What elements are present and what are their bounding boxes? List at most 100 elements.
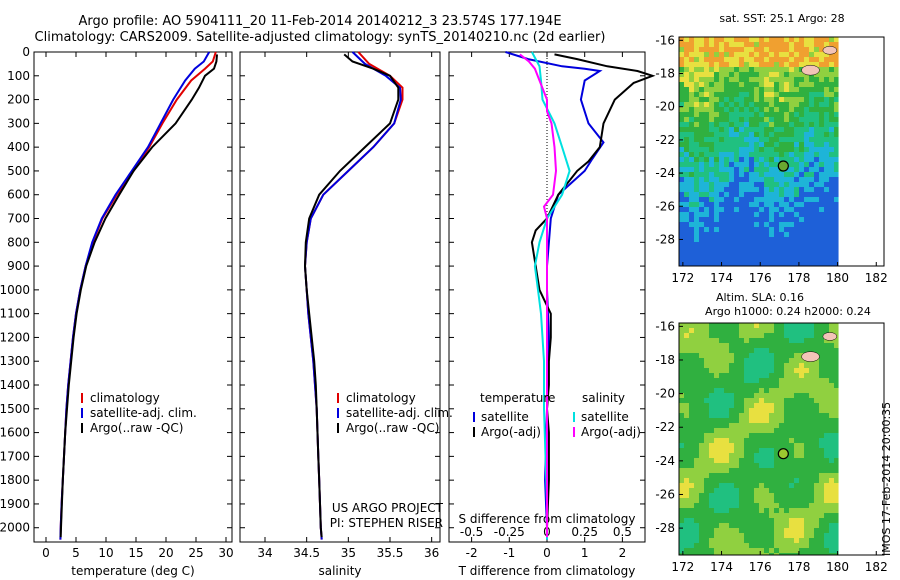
map-cell — [749, 227, 754, 232]
map-cell — [694, 403, 699, 408]
map-cell — [814, 92, 819, 97]
map-cell — [804, 388, 809, 393]
map-cell — [794, 333, 799, 338]
map-cell — [779, 388, 784, 393]
chart-title-line2: Climatology: CARS2009. Satellite-adjuste… — [34, 30, 606, 45]
map-cell — [749, 72, 754, 77]
map-cell — [829, 433, 834, 438]
map-cell — [809, 348, 814, 353]
map-cell — [744, 423, 749, 428]
map-cell — [779, 132, 784, 137]
map-cell — [774, 217, 779, 222]
map-cell — [734, 157, 739, 162]
map-cell — [754, 363, 759, 368]
map-cell — [709, 458, 714, 463]
map-cell — [689, 122, 694, 127]
map-cell — [834, 107, 839, 112]
map-cell — [759, 227, 764, 232]
map-cells-2 — [679, 323, 839, 555]
map-cell — [804, 458, 809, 463]
map-cell — [689, 493, 694, 498]
map-cell — [769, 177, 774, 182]
map-cell — [679, 222, 684, 227]
map-cell — [724, 102, 729, 107]
map-cell — [729, 187, 734, 192]
map-cell — [764, 428, 769, 433]
map-cell — [754, 358, 759, 363]
map-cell — [704, 363, 709, 368]
x-tick-label: 34.5 — [293, 546, 320, 560]
map-cell — [814, 222, 819, 227]
map-cell — [829, 152, 834, 157]
map-cell — [794, 217, 799, 222]
map-cell — [714, 62, 719, 67]
map-cell — [809, 237, 814, 242]
map-cell — [719, 62, 724, 67]
map-cell — [809, 518, 814, 523]
map-cell — [719, 543, 724, 548]
map-cell — [764, 323, 769, 328]
map-cell — [809, 548, 814, 553]
map-cell — [709, 252, 714, 257]
map-cell — [759, 503, 764, 508]
map-cell — [749, 548, 754, 553]
map-cell — [814, 523, 819, 528]
map-cell — [829, 373, 834, 378]
map-cell — [799, 498, 804, 503]
map-cell — [749, 473, 754, 478]
map-cell — [794, 393, 799, 398]
map-cell — [694, 237, 699, 242]
map-cell — [779, 538, 784, 543]
map-cell — [799, 508, 804, 513]
map-cell — [714, 77, 719, 82]
map-cell — [734, 142, 739, 147]
map-cell — [749, 498, 754, 503]
map-cell — [734, 162, 739, 167]
map-cell — [764, 62, 769, 67]
map-cell — [794, 468, 799, 473]
map-cell — [824, 443, 829, 448]
map-cell — [754, 242, 759, 247]
map-cell — [699, 338, 704, 343]
map-cell — [824, 323, 829, 328]
series-line-2 — [303, 53, 400, 538]
map-cell — [819, 247, 824, 252]
map-cell — [774, 242, 779, 247]
map-cell — [799, 478, 804, 483]
map-cell — [754, 117, 759, 122]
map-cell — [704, 508, 709, 513]
map-cell — [734, 388, 739, 393]
map-cell — [794, 227, 799, 232]
map-cell — [689, 353, 694, 358]
map-cell — [699, 42, 704, 47]
map-cell — [694, 182, 699, 187]
map-cell — [709, 478, 714, 483]
map-cell — [704, 187, 709, 192]
map-cell — [754, 398, 759, 403]
map-cell — [834, 328, 839, 333]
map-cell — [819, 137, 824, 142]
map-cell — [744, 458, 749, 463]
map-cell — [764, 473, 769, 478]
map-cell — [714, 518, 719, 523]
map-cell — [729, 323, 734, 328]
map-cell — [764, 368, 769, 373]
map-cell — [829, 508, 834, 513]
map-cell — [814, 393, 819, 398]
map-cell — [819, 182, 824, 187]
map-cell — [789, 378, 794, 383]
map-cell — [709, 463, 714, 468]
map-cell — [684, 528, 689, 533]
map-cell — [804, 488, 809, 493]
map-cell — [739, 122, 744, 127]
map-cell — [724, 67, 729, 72]
map-cell — [704, 237, 709, 242]
map-cell — [719, 177, 724, 182]
map-cell — [779, 262, 784, 266]
map-cell — [759, 513, 764, 518]
map-cell — [779, 373, 784, 378]
map-cell — [769, 57, 774, 62]
map-cell — [819, 217, 824, 222]
map-cell — [784, 72, 789, 77]
map-cell — [734, 363, 739, 368]
